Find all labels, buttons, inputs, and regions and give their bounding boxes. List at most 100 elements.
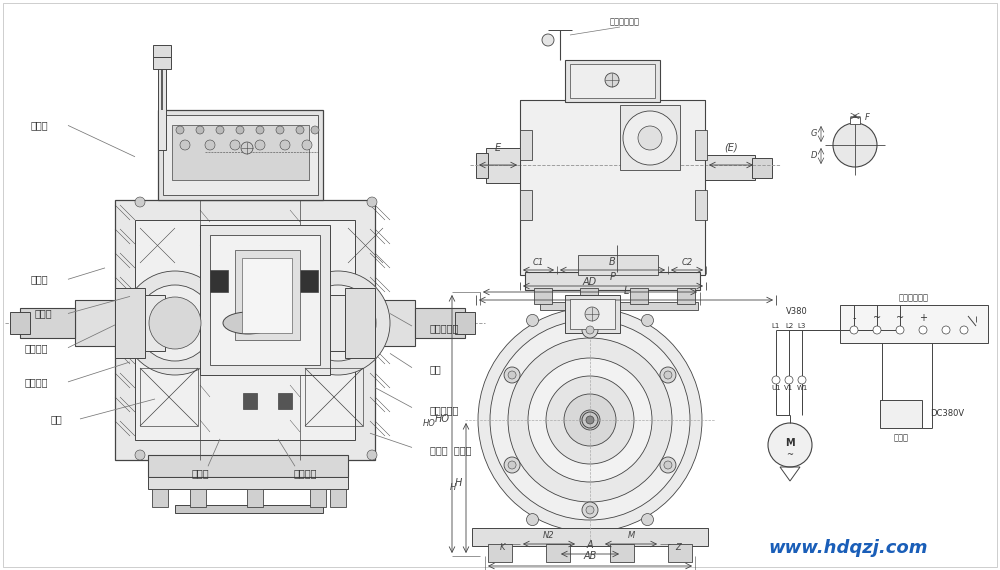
Text: M: M	[785, 438, 795, 448]
Bar	[415, 308, 465, 338]
Bar	[247, 489, 263, 507]
Bar	[330, 489, 346, 507]
Circle shape	[504, 457, 520, 473]
Text: 接线柱  整流器: 接线柱 整流器	[430, 445, 472, 455]
Text: 手柄: 手柄	[50, 414, 62, 424]
Bar	[345, 288, 375, 358]
Text: www.hdqzj.com: www.hdqzj.com	[768, 539, 928, 557]
Circle shape	[638, 126, 662, 150]
Circle shape	[135, 197, 145, 207]
Circle shape	[605, 73, 619, 87]
Bar	[880, 400, 922, 428]
Bar	[570, 64, 655, 98]
Circle shape	[664, 461, 672, 469]
Circle shape	[585, 307, 599, 321]
Text: HO: HO	[423, 420, 436, 429]
Circle shape	[300, 285, 376, 361]
Circle shape	[196, 126, 204, 134]
Text: 接线盒: 接线盒	[191, 468, 209, 478]
Text: M: M	[627, 531, 635, 540]
Bar	[10, 312, 30, 334]
Circle shape	[798, 376, 806, 384]
Circle shape	[367, 197, 377, 207]
Circle shape	[478, 308, 702, 532]
Circle shape	[241, 142, 253, 154]
Bar	[546, 544, 570, 562]
Text: H: H	[450, 483, 456, 492]
Text: U1: U1	[771, 385, 781, 391]
Circle shape	[236, 126, 244, 134]
Text: 盘式制动器: 盘式制动器	[430, 405, 459, 416]
Circle shape	[255, 140, 265, 150]
Text: H: H	[454, 478, 462, 488]
Text: 焊接端盖: 焊接端盖	[24, 343, 48, 353]
Text: N2: N2	[543, 531, 555, 540]
Circle shape	[873, 326, 881, 334]
Bar	[152, 489, 168, 507]
Text: AB: AB	[583, 551, 597, 561]
Text: L1: L1	[772, 323, 780, 329]
Text: (E): (E)	[724, 143, 738, 153]
Text: 制动器: 制动器	[894, 434, 908, 442]
Bar	[677, 288, 695, 304]
Bar	[520, 190, 532, 220]
Circle shape	[163, 311, 187, 335]
Bar	[488, 544, 512, 562]
Bar	[520, 130, 532, 160]
Text: +: +	[919, 313, 927, 323]
Bar	[305, 368, 363, 426]
Text: E: E	[495, 143, 501, 153]
Circle shape	[960, 326, 968, 334]
Bar	[620, 105, 680, 170]
Bar	[578, 255, 658, 275]
Bar	[190, 489, 206, 507]
Bar	[153, 57, 171, 69]
Bar	[752, 158, 772, 178]
Bar	[20, 308, 75, 338]
Bar	[300, 270, 318, 292]
Circle shape	[176, 126, 184, 134]
Bar	[630, 288, 648, 304]
Bar	[850, 117, 860, 124]
Circle shape	[564, 394, 616, 446]
Circle shape	[149, 297, 201, 349]
Bar	[115, 200, 375, 460]
Circle shape	[896, 326, 904, 334]
Bar	[163, 115, 318, 195]
Text: 花键套: 花键套	[30, 120, 48, 131]
Bar	[153, 45, 171, 57]
Text: 半波整流装置: 半波整流装置	[899, 294, 929, 303]
Circle shape	[623, 111, 677, 165]
Bar	[158, 110, 323, 200]
Circle shape	[582, 322, 598, 338]
Bar	[140, 368, 198, 426]
Bar	[570, 299, 615, 329]
Bar	[310, 489, 326, 507]
Text: 箱盖: 箱盖	[430, 364, 442, 374]
Circle shape	[508, 338, 672, 502]
Text: -: -	[852, 313, 856, 323]
Text: 接线盒盖: 接线盒盖	[293, 468, 317, 478]
Circle shape	[508, 371, 516, 379]
Bar	[540, 302, 698, 310]
Bar	[520, 100, 705, 275]
Circle shape	[586, 506, 594, 514]
Circle shape	[642, 514, 654, 526]
Text: B: B	[609, 257, 616, 267]
Bar	[455, 312, 475, 334]
Bar	[695, 130, 707, 160]
Text: 轴承盖: 轴承盖	[34, 308, 52, 319]
Circle shape	[833, 123, 877, 167]
Bar	[75, 300, 115, 346]
Bar	[235, 250, 300, 340]
Circle shape	[850, 326, 858, 334]
Circle shape	[542, 34, 554, 46]
Text: ~: ~	[786, 450, 794, 459]
Text: 手动制式手柄: 手动制式手柄	[610, 18, 640, 26]
Text: K: K	[500, 543, 505, 552]
Circle shape	[230, 140, 240, 150]
Circle shape	[660, 367, 676, 383]
Bar	[148, 477, 348, 489]
Circle shape	[580, 410, 600, 430]
Circle shape	[280, 140, 290, 150]
